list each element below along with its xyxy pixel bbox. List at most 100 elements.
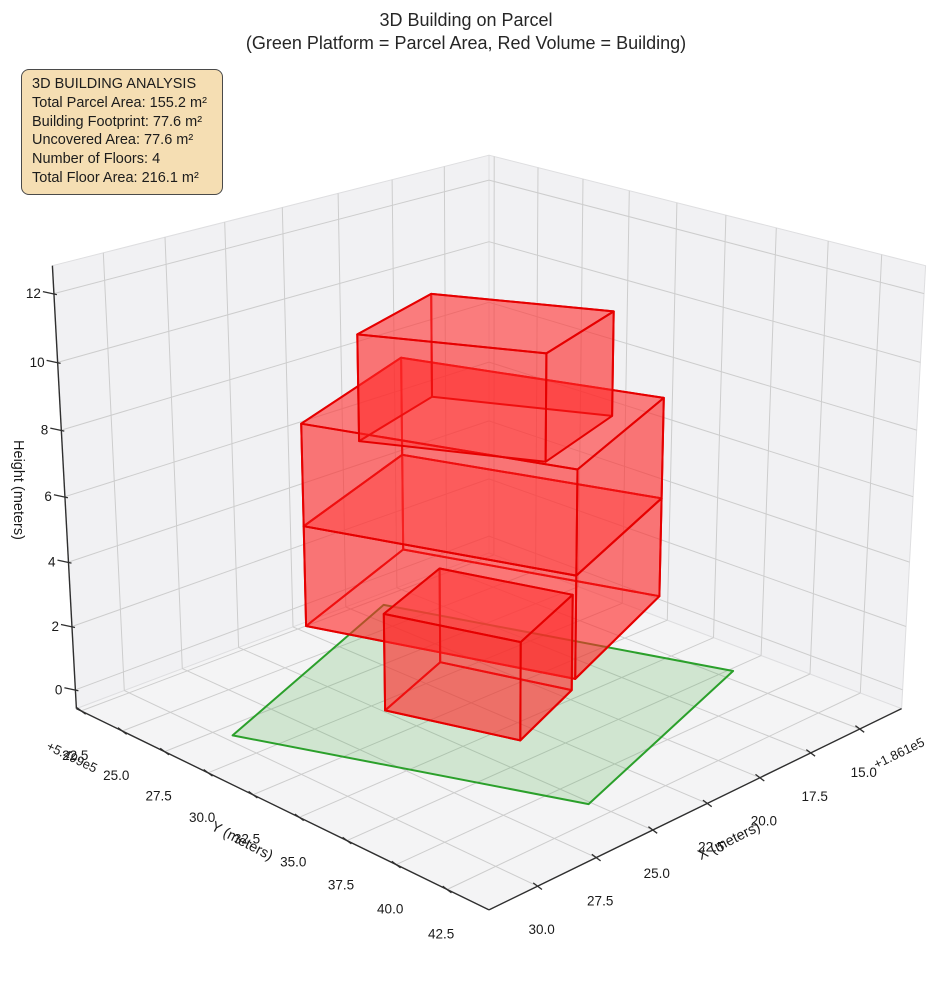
grid-y-floor [122,570,536,732]
z-tick-mark [64,687,79,692]
y-tick-label: 42.5 [428,927,454,942]
grid-y-wall [577,178,584,587]
y-tick-label: 25.0 [103,768,129,783]
grid-z-right-wall [488,301,917,431]
y-tick-mark [117,727,128,735]
y-tick-label: 32.5 [234,832,260,847]
z-tick-label: 2 [51,619,59,634]
grid-z-left-wall [68,420,490,563]
grid-y-wall [760,227,777,656]
y-tick-mark [248,790,258,799]
grid-y-floor [252,619,668,796]
x-tick-label: 27.5 [587,894,613,909]
grid-z-left-wall [61,301,490,431]
grid-x-wall [443,166,448,570]
y-tick-mark [342,836,352,845]
grid-z-right-wall [488,420,910,563]
y-tick-mark [391,860,401,869]
y-tick-label: 40.0 [377,902,403,917]
grid-x-floor [292,626,708,804]
y-axis-offset-text: +5.499e5 [44,738,100,775]
grid-z-right-wall [488,241,921,363]
info-line-parcel-area: Total Parcel Area: 155.2 m² [32,94,207,111]
x-tick-label: 20.0 [751,814,777,829]
z-tick-label: 10 [30,355,45,370]
grid-x-floor [238,646,654,831]
grid-y-floor [346,655,762,842]
x-tick-mark [805,749,816,757]
grid-x-wall [224,222,240,648]
grid-y-wall [809,240,829,675]
y-tick-mark [76,707,87,715]
grid-y-floor [299,637,714,818]
grid-x-wall [164,237,183,669]
grid-z-left-wall [71,478,490,627]
grid-x-wall [391,179,398,588]
y-tick-mark [442,885,452,894]
floor-1-front-left-face [382,612,522,742]
grid-z-right-wall [488,478,907,627]
chart-title-line2: (Green Platform = Parcel Area, Red Volum… [245,32,687,53]
floor-4-front-left-face [356,333,548,463]
floor-3-front-left-face [300,422,579,577]
chart-title: 3D Building on Parcel (Green Platform = … [0,9,932,54]
y-tick-label: 35.0 [280,854,306,869]
x-tick-mark [755,773,765,782]
x-tick-label: 17.5 [802,789,828,804]
z-tick-mark [42,290,58,296]
x-tick-label: 25.0 [644,866,670,881]
grid-x-wall [337,193,347,608]
y-tick-label: 27.5 [145,789,171,804]
grid-z-right-wall [488,535,903,691]
x-axis-offset-text: +1.861e5 [871,734,927,771]
grid-y-wall [713,215,727,638]
chart-title-line1: 3D Building on Parcel [379,10,553,30]
grid-z-left-wall [57,241,490,363]
grid-z-left-wall [64,361,490,498]
grid-z-left-wall [53,179,490,295]
y-axis-label: Y (meters) [208,819,275,864]
y-tick-label: 37.5 [328,878,354,893]
grid-y-floor [446,692,861,890]
y-tick-label: 22.5 [62,748,88,763]
z-tick-mark [60,623,76,629]
grid-z-right-wall [488,361,914,498]
y-axis-line [76,707,490,911]
info-line-building-footprint: Building Footprint: 77.6 m² [32,113,203,130]
grid-x-wall [102,252,125,691]
x-tick-label: 30.0 [528,922,554,937]
grid-x-floor [345,606,761,779]
x-tick-mark [532,882,543,891]
grid-y-wall [859,254,883,694]
z-tick-label: 4 [48,555,56,570]
x-axis-line [488,707,902,911]
z-tick-label: 8 [41,423,49,438]
z-tick-label: 12 [26,286,41,301]
grid-x-floor [124,690,538,887]
grid-x-floor [396,587,811,754]
grid-z-left-wall [75,535,490,691]
grid-x-wall [281,207,294,627]
x-tick-label: 22.5 [698,839,724,854]
y-tick-mark [203,768,213,777]
x-tick-mark [855,725,865,733]
x-tick-label: 15.0 [851,765,877,780]
info-line-total-floor-area: Total Floor Area: 216.1 m² [32,169,199,186]
z-tick-mark [53,494,69,499]
z-tick-mark [57,559,72,564]
z-tick-mark [46,359,61,365]
grid-y-floor [395,673,811,866]
z-tick-label: 0 [55,682,63,697]
grid-x-floor [446,568,860,730]
y-tick-mark [294,813,305,822]
z-tick-label: 6 [44,489,52,504]
y-tick-label: 30.0 [189,810,215,825]
info-line-uncovered-area: Uncovered Area: 77.6 m² [32,132,194,149]
z-tick-mark [50,427,65,432]
grid-y-floor [164,586,579,753]
x-tick-mark [702,799,713,808]
info-line-number-of-floors: Number of Floors: 4 [32,151,161,168]
grid-y-wall [666,202,678,621]
grid-y-wall [535,167,539,571]
